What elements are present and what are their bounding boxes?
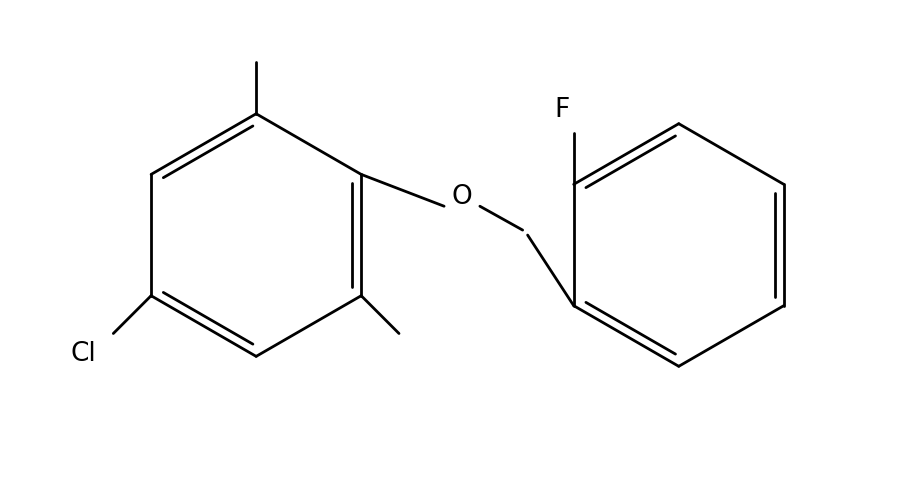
Text: Cl: Cl	[71, 342, 96, 368]
Text: F: F	[553, 97, 569, 122]
Text: O: O	[451, 184, 471, 210]
